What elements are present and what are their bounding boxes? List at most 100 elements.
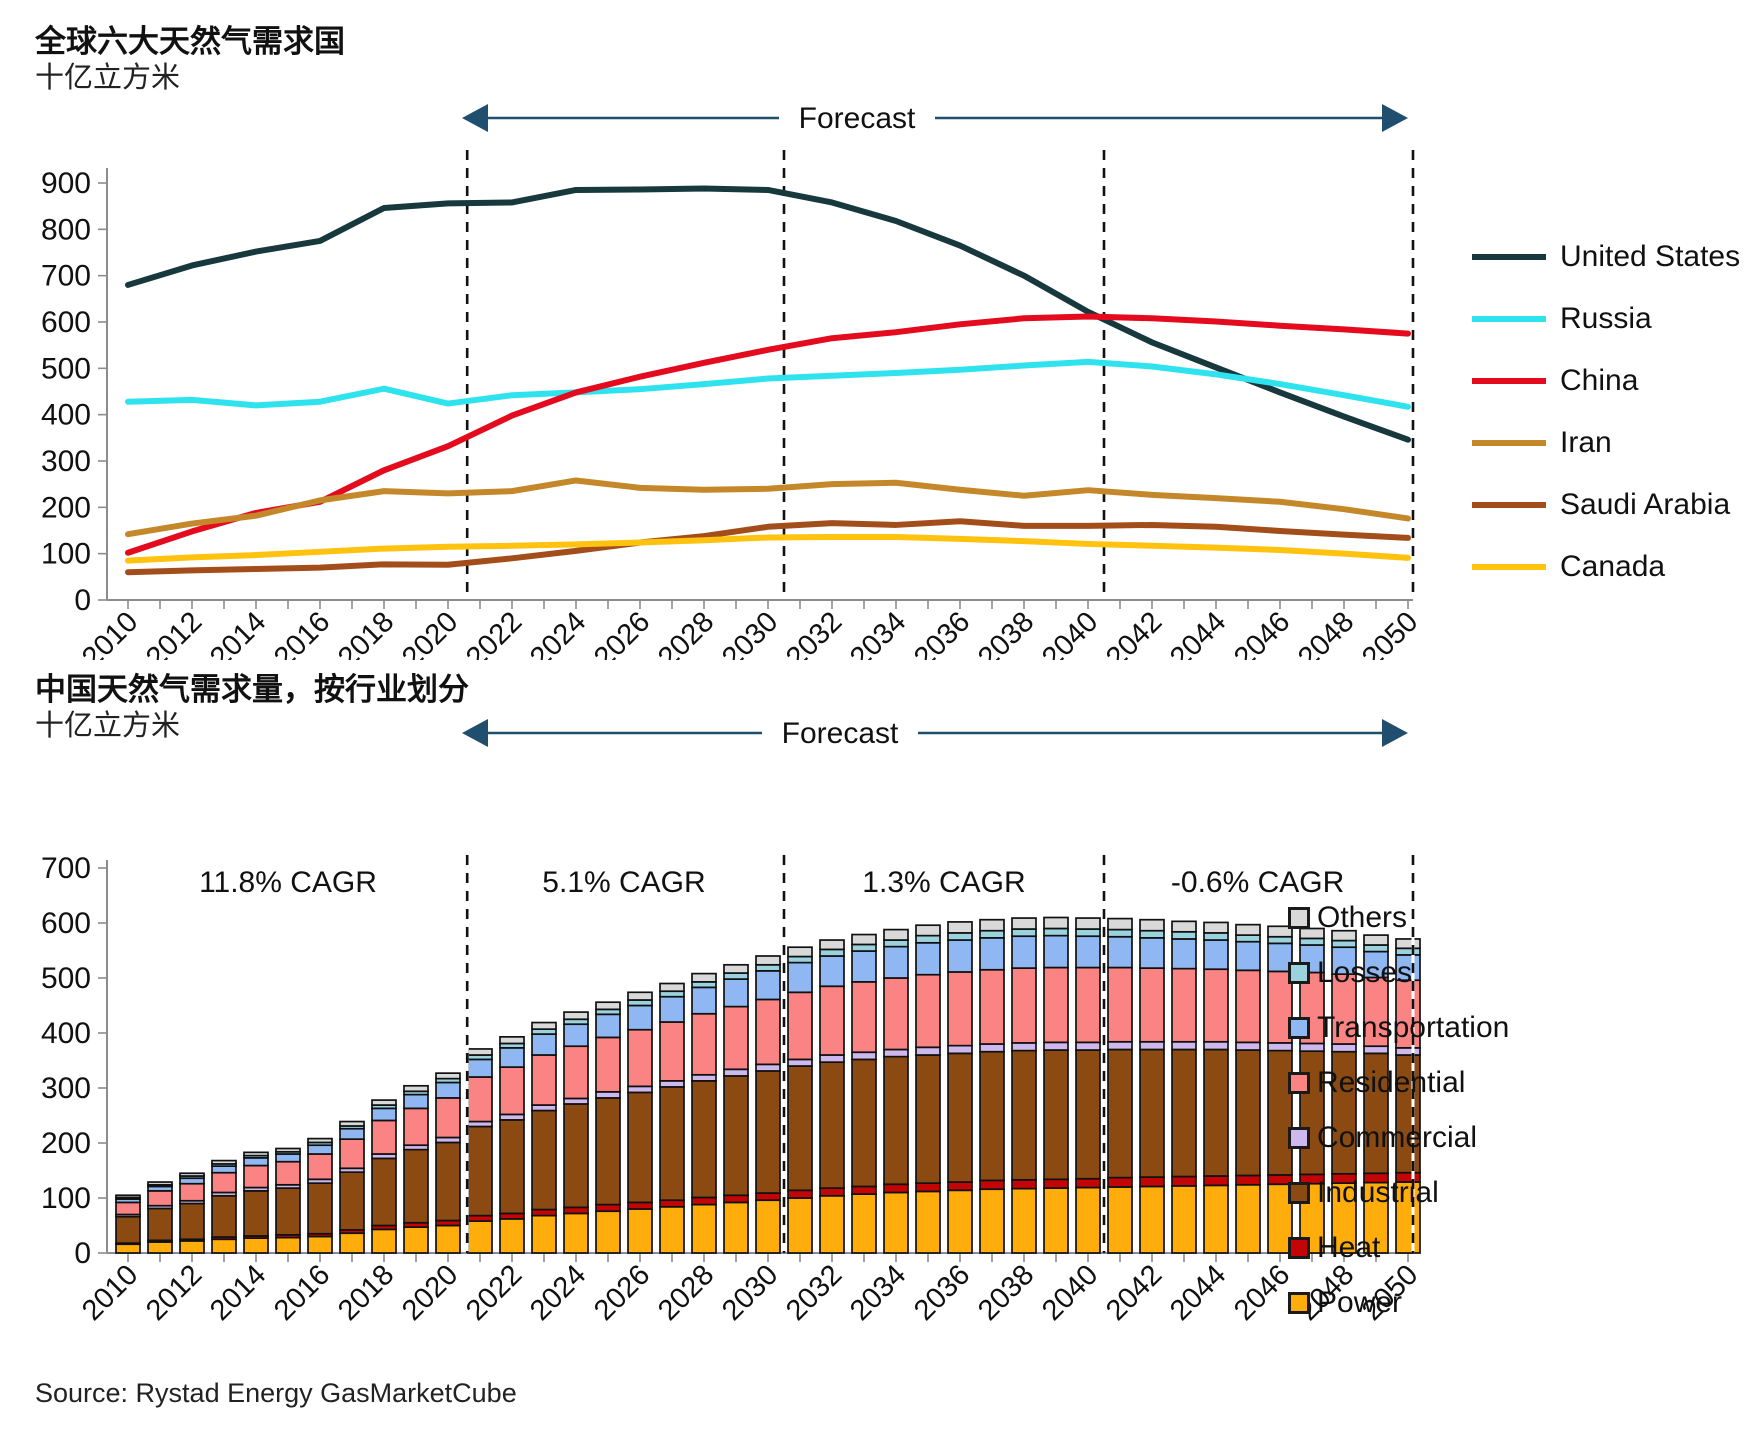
- bar-segment-commercial: [1235, 1041, 1261, 1051]
- x-tick-label: 2028: [652, 1259, 720, 1327]
- x-axis: 2010201220142016201820202022202420262028…: [76, 1252, 1424, 1327]
- x-tick-label: 2050: [1356, 606, 1424, 660]
- bar-segment-losses: [1043, 927, 1069, 937]
- x-tick-label: 2014: [204, 606, 272, 660]
- bar-segment-losses: [915, 934, 941, 944]
- bar-segment-industrial: [595, 1097, 621, 1206]
- bar-segment-industrial: [467, 1125, 493, 1217]
- y-tick-label: 400: [41, 1017, 91, 1050]
- bar-segment-losses: [851, 943, 877, 952]
- bar-segment-transportation: [499, 1047, 525, 1068]
- bar-segment-transportation: [947, 939, 973, 973]
- bar-segment-residential: [1235, 969, 1261, 1044]
- legend-item-canada: Canada: [1472, 536, 1740, 598]
- bar-segment-industrial: [243, 1189, 269, 1237]
- bar-segment-heat: [563, 1206, 589, 1215]
- bar-segment-power: [435, 1224, 461, 1254]
- bar-segment-transportation: [435, 1081, 461, 1099]
- series-line-china: [125, 313, 1411, 556]
- bar-2035: [915, 924, 941, 1254]
- bar-segment-residential: [947, 971, 973, 1047]
- y-tick-label: 200: [41, 491, 91, 524]
- top-chart-legend: United States Russia China Iran Saudi Arabia…: [1472, 226, 1740, 598]
- bar-2017: [339, 1120, 365, 1254]
- bar-segment-residential: [435, 1097, 461, 1139]
- bar-segment-others: [1075, 917, 1101, 930]
- bar-segment-transportation: [1363, 950, 1389, 979]
- y-tick-label: 0: [74, 1237, 91, 1270]
- bar-segment-commercial: [755, 1063, 781, 1072]
- bar-segment-heat: [531, 1208, 557, 1217]
- bar-segment-industrial: [531, 1109, 557, 1211]
- bar-segment-power: [563, 1212, 589, 1254]
- bar-2019: [403, 1084, 429, 1254]
- y-tick-label: 600: [41, 306, 91, 339]
- bar-segment-heat: [1171, 1175, 1197, 1187]
- bar-segment-others: [499, 1036, 525, 1045]
- bar-segment-others: [691, 972, 717, 983]
- bar-segment-commercial: [627, 1085, 653, 1094]
- bar-segment-transportation: [979, 937, 1005, 971]
- bar-segment-others: [467, 1048, 493, 1056]
- x-tick-label: 2024: [524, 1259, 592, 1327]
- bar-2015: [275, 1147, 301, 1254]
- series-line-united-states: [125, 185, 1411, 443]
- bar-segment-losses: [1139, 929, 1165, 939]
- bar-segment-power: [1235, 1183, 1261, 1254]
- bar-segment-industrial: [307, 1182, 333, 1235]
- bar-segment-power: [1011, 1187, 1037, 1254]
- y-tick-label: 900: [41, 167, 91, 200]
- forecast-arrow: Forecast: [462, 102, 1408, 135]
- bar-segment-commercial: [979, 1043, 1005, 1053]
- legend-swatch-canada: [1472, 564, 1546, 570]
- bar-segment-residential: [403, 1107, 429, 1147]
- forecast-arrow: Forecast: [462, 717, 1408, 750]
- bar-segment-others: [243, 1151, 269, 1157]
- bar-2031: [787, 946, 813, 1254]
- bar-segment-power: [595, 1210, 621, 1254]
- x-tick-label: 2026: [588, 1259, 656, 1327]
- legend-swatch-losses: [1288, 961, 1310, 984]
- bar-segment-others: [1395, 938, 1421, 950]
- bar-segment-heat: [1139, 1176, 1165, 1188]
- bar-segment-power: [723, 1201, 749, 1254]
- bar-segment-industrial: [851, 1058, 877, 1188]
- x-tick-label: 2040: [1036, 606, 1104, 660]
- legend-item-russia: Russia: [1472, 288, 1740, 350]
- bar-segment-industrial: [435, 1141, 461, 1222]
- bar-segment-residential: [179, 1182, 205, 1202]
- bar-segment-power: [883, 1191, 909, 1254]
- bar-segment-commercial: [883, 1048, 909, 1058]
- bar-segment-transportation: [243, 1157, 269, 1167]
- bar-2034: [883, 928, 909, 1254]
- legend-label-others: Others: [1317, 900, 1408, 934]
- bar-segment-residential: [723, 1005, 749, 1071]
- legend-swatch-saudi-arabia: [1472, 502, 1546, 508]
- bar-segment-transportation: [211, 1165, 237, 1174]
- bar-segment-commercial: [1011, 1042, 1037, 1052]
- bottom-chart-legend: Others Losses Transportation Residential Com…: [1288, 890, 1509, 1330]
- bar-segment-commercial: [947, 1044, 973, 1055]
- series-line-iran: [125, 477, 1411, 538]
- bar-segment-others: [1139, 918, 1165, 932]
- bar-segment-others: [1043, 916, 1069, 930]
- bar-segment-residential: [275, 1160, 301, 1186]
- bar-segment-industrial: [979, 1050, 1005, 1182]
- legend-swatch-heat: [1288, 1236, 1310, 1259]
- bar-segment-transportation: [819, 955, 845, 988]
- bar-segment-residential: [979, 968, 1005, 1045]
- y-tick-label: 300: [41, 445, 91, 478]
- bar-segment-industrial: [499, 1119, 525, 1215]
- bar-2012: [179, 1172, 205, 1254]
- bar-segment-others: [1235, 923, 1261, 936]
- bar-segment-commercial: [595, 1091, 621, 1099]
- bar-segment-others: [723, 963, 749, 974]
- bar-2024: [563, 1011, 589, 1254]
- bar-2014: [243, 1151, 269, 1254]
- cagr-labels-group: 11.8% CAGR 5.1% CAGR 1.3% CAGR -0.6% CAGR: [199, 866, 1344, 899]
- bar-segment-residential: [787, 991, 813, 1061]
- bar-2039: [1043, 916, 1069, 1254]
- legend-swatch-china: [1472, 378, 1546, 384]
- bar-segment-residential: [467, 1076, 493, 1123]
- x-tick-label: 2030: [716, 606, 784, 660]
